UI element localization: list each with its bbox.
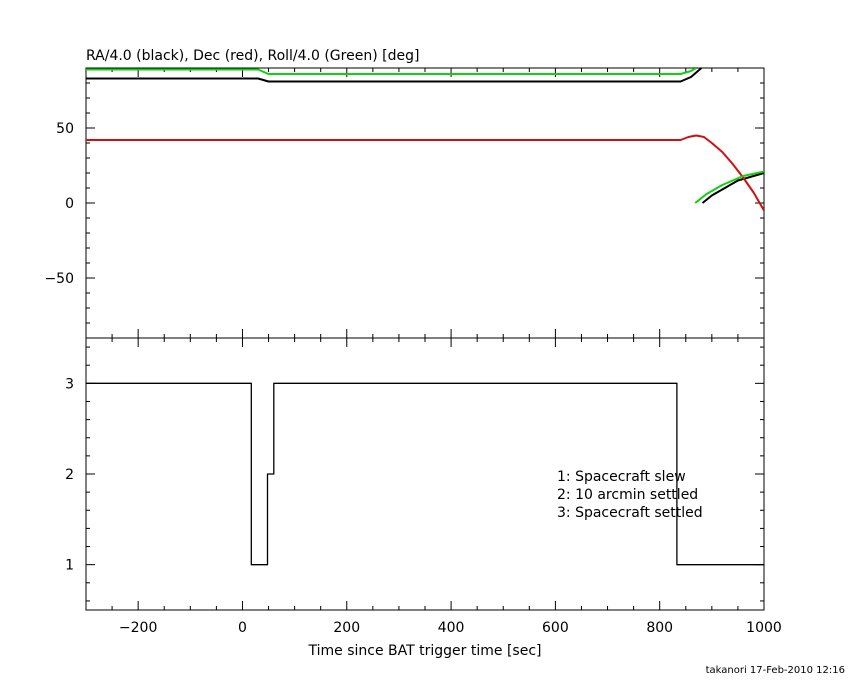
- legend-line-1: 1: Spacecraft slew: [557, 469, 686, 485]
- x-tick-label: −200: [119, 620, 157, 636]
- bottom-y-tick-label: 3: [65, 376, 74, 392]
- top-chart-title: RA/4.0 (black), Dec (red), Roll/4.0 (Gre…: [86, 48, 419, 64]
- legend-line-2: 2: 10 arcmin settled: [557, 487, 698, 503]
- x-tick-label: 1000: [746, 620, 782, 636]
- top-y-tick-label: 0: [65, 196, 74, 212]
- legend-line-3: 3: Spacecraft settled: [557, 505, 703, 521]
- bottom-series-0-step-line: [86, 382, 764, 566]
- x-tick-label: 200: [333, 620, 360, 636]
- top-series-1-line: [86, 134, 764, 212]
- x-tick-label: 600: [542, 620, 569, 636]
- top-series-2-line: [86, 68, 697, 75]
- x-tick-label: 800: [646, 620, 673, 636]
- top-y-tick-label: 50: [56, 121, 74, 137]
- top-panel: −50 0 50: [44, 67, 765, 339]
- top-y-tick-label: −50: [44, 271, 74, 287]
- bottom-y-tick-label: 2: [65, 467, 74, 483]
- x-tick-label: 0: [238, 620, 247, 636]
- x-axis-label: Time since BAT trigger time [sec]: [308, 643, 542, 659]
- bottom-series-group: [86, 382, 764, 566]
- bottom-y-tick-label: 1: [65, 558, 74, 574]
- top-plot-frame: [85, 67, 765, 339]
- top-series-group: [86, 68, 764, 212]
- top-series-0-line-2: [701, 172, 764, 204]
- top-series-0-line: [86, 68, 703, 83]
- x-tick-label: 400: [438, 620, 465, 636]
- footer-credit: takanori 17-Feb-2010 12:16: [706, 665, 845, 676]
- top-series-2-line-2: [694, 170, 764, 204]
- bottom-panel: 1 2 3 −200 0 200 400 600 800 1000: [65, 337, 782, 636]
